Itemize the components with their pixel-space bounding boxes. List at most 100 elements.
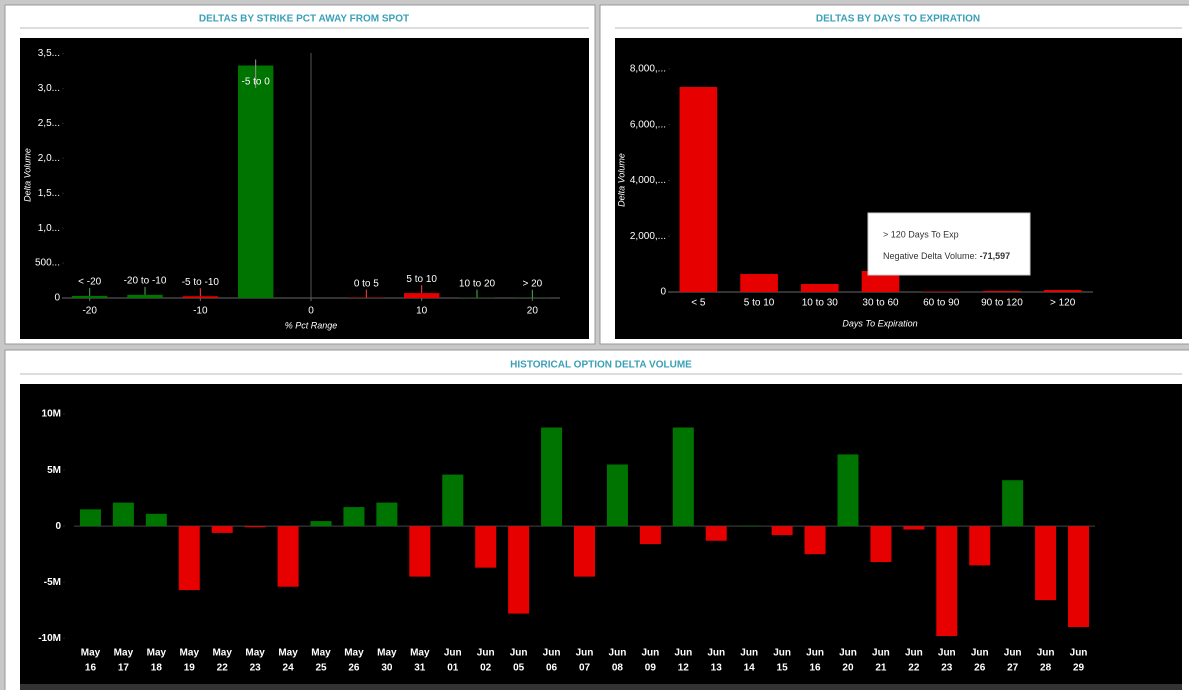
x-tick-label: 26 bbox=[974, 663, 986, 674]
x-tick-label: May bbox=[410, 648, 430, 659]
x-tick-label: 17 bbox=[118, 663, 130, 674]
bar bbox=[800, 283, 839, 292]
x-tick-label: Jun bbox=[641, 648, 659, 659]
bar bbox=[861, 271, 900, 292]
x-tick-label: 29 bbox=[1073, 663, 1085, 674]
bar bbox=[837, 454, 859, 527]
y-tick-label: 10M bbox=[42, 409, 61, 420]
bar bbox=[983, 290, 1021, 292]
bar bbox=[403, 293, 440, 298]
x-tick-label: 28 bbox=[1040, 663, 1052, 674]
x-tick-label: 5 to 10 bbox=[744, 298, 775, 309]
x-tick-label: 10 to 30 bbox=[802, 298, 839, 309]
x-tick-label: Jun bbox=[971, 648, 989, 659]
x-tick-label: Jun bbox=[938, 648, 956, 659]
bar bbox=[475, 526, 497, 568]
y-tick-label: 0 bbox=[660, 287, 666, 298]
chart-title: DELTAS BY DAYS TO EXPIRATION bbox=[816, 14, 980, 25]
bar bbox=[127, 294, 163, 298]
tooltip-label: Negative Delta Volume: -71,597 bbox=[883, 251, 1010, 261]
x-tick-label: 0 bbox=[308, 306, 314, 317]
data-label: -20 to -10 bbox=[124, 275, 167, 286]
bar bbox=[606, 464, 628, 527]
bar bbox=[922, 291, 961, 292]
x-tick-label: Jun bbox=[905, 648, 923, 659]
bar bbox=[310, 521, 332, 527]
x-tick-label: 15 bbox=[777, 663, 789, 674]
x-tick-label: 30 bbox=[381, 663, 393, 674]
x-tick-label: 16 bbox=[809, 663, 821, 674]
data-label: < -20 bbox=[78, 277, 102, 288]
x-tick-label: 02 bbox=[480, 663, 492, 674]
bar bbox=[71, 295, 108, 298]
bar bbox=[79, 509, 101, 527]
data-label: 10 to 20 bbox=[459, 278, 496, 289]
x-tick-label: -10 bbox=[193, 306, 208, 317]
data-label: -5 to -10 bbox=[182, 277, 220, 288]
x-tick-label: Jun bbox=[1004, 648, 1022, 659]
y-tick-label: 2,0... bbox=[38, 153, 60, 164]
x-tick-label: 60 to 90 bbox=[923, 298, 960, 309]
x-tick-label: Jun bbox=[839, 648, 857, 659]
x-tick-label: 30 to 60 bbox=[862, 298, 899, 309]
x-tick-label: 07 bbox=[579, 663, 591, 674]
x-tick-label: 23 bbox=[941, 663, 953, 674]
y-axis-label: Delta Volume bbox=[616, 153, 626, 207]
bar bbox=[376, 502, 398, 527]
tooltip: > 120 Days To Exp Negative Delta Volume: … bbox=[867, 212, 1031, 276]
tooltip-label: Negative Delta Volume: bbox=[883, 251, 980, 261]
x-tick-label: 18 bbox=[151, 663, 163, 674]
x-tick-label: 24 bbox=[283, 663, 295, 674]
x-tick-label: 25 bbox=[315, 663, 327, 674]
y-axis-label: Delta Volume bbox=[22, 148, 32, 202]
x-tick-label: 19 bbox=[184, 663, 196, 674]
y-tick-label: -10M bbox=[38, 633, 61, 644]
tooltip-box bbox=[867, 212, 1031, 276]
x-tick-label: May bbox=[377, 648, 397, 659]
x-tick-label: 26 bbox=[348, 663, 360, 674]
x-tick-label: Jun bbox=[1037, 648, 1055, 659]
x-tick-label: Jun bbox=[609, 648, 627, 659]
x-tick-label: 27 bbox=[1007, 663, 1019, 674]
tooltip-value: -71,597 bbox=[980, 251, 1011, 261]
bar bbox=[870, 526, 892, 563]
x-tick-label: May bbox=[114, 648, 134, 659]
x-tick-label: Jun bbox=[576, 648, 594, 659]
x-tick-label: Jun bbox=[740, 648, 758, 659]
x-tick-label: May bbox=[180, 648, 200, 659]
bar bbox=[639, 526, 661, 545]
x-tick-label: < 5 bbox=[691, 298, 706, 309]
y-tick-label: 6,000,... bbox=[630, 119, 666, 130]
x-tick-label: Jun bbox=[806, 648, 824, 659]
data-label: 5 to 10 bbox=[406, 274, 437, 285]
x-tick-label: 90 to 120 bbox=[981, 298, 1023, 309]
bar bbox=[182, 296, 219, 298]
y-tick-label: 2,000,... bbox=[630, 231, 666, 242]
x-tick-label: 14 bbox=[744, 663, 756, 674]
bar bbox=[237, 65, 274, 299]
x-tick-label: 09 bbox=[645, 663, 657, 674]
y-tick-label: 500... bbox=[35, 258, 60, 269]
y-tick-label: 0 bbox=[54, 293, 60, 304]
y-tick-label: 4,000,... bbox=[630, 175, 666, 186]
bar bbox=[738, 525, 760, 527]
x-tick-label: 05 bbox=[513, 663, 525, 674]
bar bbox=[244, 526, 266, 528]
bar bbox=[1043, 290, 1082, 292]
bar bbox=[771, 526, 793, 536]
x-tick-label: 08 bbox=[612, 663, 624, 674]
x-tick-label: Jun bbox=[543, 648, 561, 659]
y-tick-label: -5M bbox=[44, 577, 61, 588]
y-tick-label: 3,0... bbox=[38, 83, 60, 94]
x-tick-label: Jun bbox=[510, 648, 528, 659]
bar bbox=[1002, 480, 1024, 527]
y-tick-label: 5M bbox=[47, 465, 61, 476]
data-label: -5 to 0 bbox=[241, 77, 270, 88]
bar bbox=[343, 507, 365, 527]
bar bbox=[277, 526, 299, 587]
x-tick-label: 16 bbox=[85, 663, 97, 674]
bar bbox=[574, 526, 595, 577]
x-tick-label: Jun bbox=[872, 648, 890, 659]
bar bbox=[936, 526, 958, 637]
x-tick-label: Jun bbox=[773, 648, 791, 659]
